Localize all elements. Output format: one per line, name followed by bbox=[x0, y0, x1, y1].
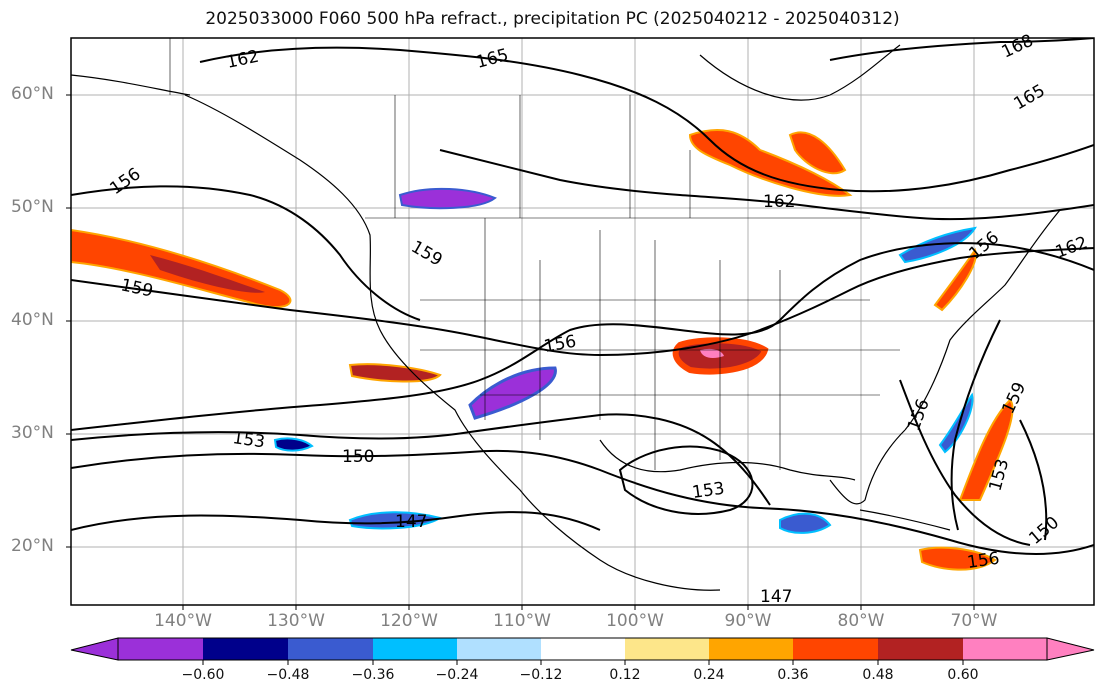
contour-165 bbox=[199, 46, 1094, 193]
contour-159b bbox=[899, 379, 1031, 546]
contour-147 bbox=[71, 511, 601, 531]
coastline-cuba bbox=[859, 509, 951, 531]
colorbar-segment bbox=[709, 638, 793, 660]
lat-label: 60°N bbox=[11, 84, 54, 104]
lat-label: 50°N bbox=[11, 197, 54, 217]
contour-label: 150 bbox=[342, 447, 374, 467]
colorbar-tick-label: −0.60 bbox=[181, 667, 225, 683]
coastline-gulf bbox=[599, 439, 856, 481]
colorbar-tick-label: −0.48 bbox=[266, 667, 310, 683]
colorbar-segment bbox=[70, 637, 119, 661]
colorbar-segment bbox=[625, 638, 709, 660]
contour-159 bbox=[71, 247, 1094, 357]
map-plot-area bbox=[71, 38, 1094, 605]
colorbar-tick-label: 0.24 bbox=[693, 667, 725, 683]
colorbar-segment bbox=[1046, 637, 1095, 661]
contour-153b bbox=[618, 445, 754, 515]
contour-150b bbox=[1019, 419, 1048, 541]
colorbar-tick-label: 0.60 bbox=[947, 667, 979, 683]
axis-ticks bbox=[66, 94, 975, 610]
colorbar-segment bbox=[878, 638, 963, 660]
map-title: 2025033000 F060 500 hPa refract., precip… bbox=[205, 9, 900, 29]
contour-156 bbox=[71, 242, 1094, 431]
state-boundaries bbox=[169, 38, 900, 470]
colorbar-segment bbox=[793, 638, 878, 660]
precip-positive-ontario bbox=[688, 129, 853, 197]
lon-label: 100°W bbox=[606, 611, 664, 631]
coastline-hudson bbox=[699, 44, 901, 101]
contour-162 bbox=[71, 185, 421, 321]
lon-label: 70°W bbox=[950, 611, 998, 631]
contour-153 bbox=[71, 413, 771, 506]
colorbar-tick-label: 0.12 bbox=[609, 667, 641, 683]
coastline-west bbox=[184, 94, 721, 591]
colorbar-tick-label: 0.48 bbox=[862, 667, 894, 683]
colorbar-tick-label: −0.24 bbox=[435, 667, 479, 683]
lon-label: 120°W bbox=[380, 611, 438, 631]
contour-162b bbox=[439, 149, 1094, 221]
precip-negative-baja bbox=[273, 437, 314, 452]
coastlines bbox=[71, 44, 1061, 591]
lon-label: 90°W bbox=[724, 611, 772, 631]
coastline-florida bbox=[829, 429, 906, 505]
contour-label: 147 bbox=[760, 587, 792, 607]
lat-label: 30°N bbox=[11, 423, 54, 443]
precip-negative-southwest bbox=[468, 366, 557, 420]
colorbar-segment bbox=[373, 638, 457, 660]
contour-168 bbox=[829, 38, 1094, 61]
colorbar-tick-label: 0.36 bbox=[777, 667, 809, 683]
colorbar-segment bbox=[457, 638, 541, 660]
precip-negative-gulf bbox=[779, 512, 832, 534]
precip-pink-plains bbox=[700, 348, 724, 358]
lat-label: 40°N bbox=[11, 310, 54, 330]
graticule bbox=[71, 38, 1094, 605]
lon-label: 130°W bbox=[267, 611, 325, 631]
contour-label: 156 bbox=[966, 549, 1001, 573]
colorbar-segment bbox=[203, 638, 288, 660]
precip-positive-nefunnel bbox=[933, 247, 977, 312]
lon-label: 110°W bbox=[493, 611, 551, 631]
colorbar-segment bbox=[963, 638, 1047, 660]
precip-positive-pacific-core bbox=[150, 255, 265, 293]
colorbar-segment bbox=[288, 638, 373, 660]
precip-positive-caribbean bbox=[918, 546, 997, 571]
contour-156b bbox=[950, 319, 1001, 531]
colorbar bbox=[70, 637, 1095, 665]
lon-label: 140°W bbox=[154, 611, 212, 631]
contour-labels: 162 165 168 165 156 162 159 156 159 156 … bbox=[106, 31, 1090, 607]
contour-label: 153 bbox=[231, 428, 266, 452]
refractivity-contours bbox=[71, 38, 1094, 556]
colorbar-tick-label: −0.36 bbox=[351, 667, 395, 683]
colorbar-tick-label: −0.12 bbox=[519, 667, 563, 683]
coastline-alaska bbox=[71, 74, 191, 96]
colorbar-frame bbox=[117, 637, 1048, 661]
contour-label: 147 bbox=[395, 512, 427, 532]
contour-label: 153 bbox=[691, 479, 726, 503]
contour-150 bbox=[71, 449, 1094, 556]
colorbar-segment bbox=[541, 638, 625, 660]
precip-negative-canada bbox=[398, 187, 497, 210]
precip-positive-eastcoast bbox=[958, 398, 1014, 501]
contour-label: 162 bbox=[763, 192, 795, 212]
colorbar-segment bbox=[118, 638, 203, 660]
lon-label: 80°W bbox=[837, 611, 885, 631]
lat-label: 20°N bbox=[11, 536, 54, 556]
precip-positive-labrador bbox=[788, 131, 847, 175]
